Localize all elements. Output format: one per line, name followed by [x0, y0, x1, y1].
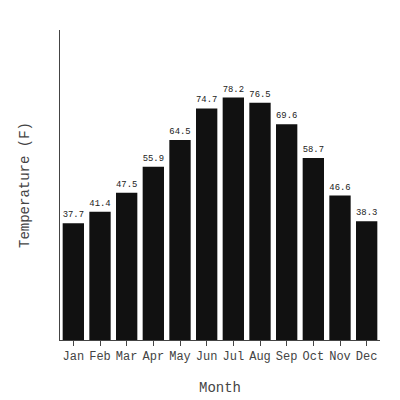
svg-text:47.5: 47.5: [116, 180, 137, 190]
svg-text:May: May: [169, 350, 191, 364]
svg-text:64.5: 64.5: [169, 127, 190, 137]
svg-text:37.7: 37.7: [63, 210, 84, 220]
svg-text:Mar: Mar: [116, 350, 138, 364]
svg-text:78.2: 78.2: [223, 85, 244, 95]
svg-text:Feb: Feb: [89, 350, 111, 364]
svg-text:76.5: 76.5: [249, 90, 270, 100]
svg-text:Aug: Aug: [249, 350, 271, 364]
svg-text:Sep: Sep: [276, 350, 298, 364]
svg-text:55.9: 55.9: [143, 154, 164, 164]
svg-text:Jun: Jun: [196, 350, 218, 364]
svg-text:Month: Month: [199, 380, 241, 396]
svg-text:74.7: 74.7: [196, 95, 217, 105]
svg-text:41.4: 41.4: [89, 199, 110, 209]
svg-text:Apr: Apr: [143, 350, 165, 364]
svg-text:Nov: Nov: [329, 350, 351, 364]
svg-text:Oct: Oct: [303, 350, 325, 364]
svg-text:69.6: 69.6: [276, 111, 297, 121]
svg-text:Temperature (F): Temperature (F): [17, 122, 33, 248]
svg-text:Dec: Dec: [356, 350, 378, 364]
svg-text:Jan: Jan: [63, 350, 85, 364]
svg-text:58.7: 58.7: [303, 145, 324, 155]
svg-text:46.6: 46.6: [329, 183, 350, 193]
svg-text:38.3: 38.3: [356, 208, 377, 218]
svg-text:Jul: Jul: [223, 350, 245, 364]
